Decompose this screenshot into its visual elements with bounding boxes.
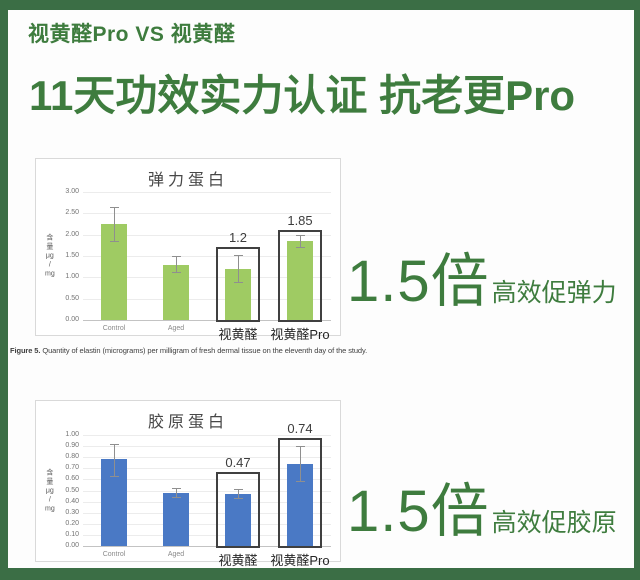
error-bar	[237, 489, 239, 499]
x-category-label: 视黄醛	[218, 553, 258, 568]
collagen-chart: 胶原蛋白 含量 μg / mg 1.00 0.90 0.80 0.70 0.60 0.50 0.4…	[35, 400, 341, 568]
error-cap-top	[171, 488, 181, 490]
y-tick-label: 0.20	[65, 519, 79, 527]
error-cap-bottom	[295, 247, 305, 249]
x-category-label: Control	[102, 551, 126, 558]
highlight-box	[278, 230, 322, 322]
error-cap-bottom	[295, 480, 305, 482]
elastin-chart: 弹力蛋白 含量 μg / mg 3.00 2.50 2.00 1.50 1.00 0.50 0.0…	[35, 158, 341, 342]
highlight-box	[278, 438, 322, 548]
error-cap-bottom	[233, 498, 243, 500]
error-bar	[299, 446, 301, 481]
error-cap-top	[295, 446, 305, 448]
content-panel: 视黄醛Pro VS 视黄醛 11天功效实力认证 抗老更Pro 弹力蛋白 含量 μg…	[8, 10, 634, 568]
error-bar	[113, 443, 115, 477]
error-cap-top	[109, 443, 119, 445]
multiplier-label: 高效促胶原	[491, 509, 617, 537]
comparison-subtitle: 视黄醛Pro VS 视黄醛	[28, 23, 236, 46]
bar-视黄醛Pro	[287, 241, 313, 320]
y-tick-label: 0.00	[65, 542, 79, 549]
multiplier-value: 1.5倍	[347, 479, 490, 544]
bar-视黄醛	[225, 493, 251, 546]
error-cap-top	[233, 489, 243, 491]
y-tick-label: 2.00	[65, 230, 79, 238]
y-tick-label: 0.10	[65, 530, 79, 538]
multiplier-value: 1.5倍	[347, 249, 490, 314]
error-cap-bottom	[171, 497, 181, 499]
data-label: 0.47	[225, 454, 251, 470]
y-tick-label: 0.80	[65, 453, 79, 461]
x-category-label: Aged	[167, 325, 185, 332]
error-bar	[175, 488, 177, 498]
error-cap-top	[109, 206, 119, 208]
y-tick-label: 0.60	[65, 475, 79, 483]
data-label: 1.2	[228, 230, 248, 246]
y-tick-label: 0.50	[65, 486, 79, 494]
y-tick-label: 0.90	[65, 442, 79, 450]
y-tick-label: 0.00	[65, 316, 79, 323]
y-tick-label: 0.40	[65, 497, 79, 505]
highlight-box	[216, 471, 260, 548]
error-bar	[175, 256, 177, 273]
gridline	[83, 298, 331, 300]
y-tick-label: 0.30	[65, 508, 79, 516]
gridline	[83, 501, 331, 503]
error-bar	[113, 206, 115, 242]
error-cap-top	[233, 255, 243, 257]
highlight-box	[216, 247, 260, 322]
gridline	[83, 192, 331, 193]
figure-caption: Figure 5. Quantity of elastin (microgram…	[10, 346, 470, 355]
error-cap-bottom	[109, 476, 119, 478]
gridline	[83, 277, 331, 279]
multiplier-label: 高效促弹力	[491, 279, 617, 307]
data-label: 0.74	[287, 421, 313, 437]
y-axis-label: 含量 μg / mg	[45, 469, 55, 512]
caption-label: Figure 5.	[10, 346, 41, 355]
gridline	[83, 534, 331, 536]
page-title: 11天功效实力认证 抗老更Pro	[29, 72, 576, 119]
x-category-label: 视黄醛Pro	[270, 553, 330, 568]
data-label: 1.85	[287, 213, 313, 229]
elastin-highlight: 1.5倍 高效促弹力	[347, 234, 617, 318]
gridline	[83, 468, 331, 470]
gridline	[83, 234, 331, 236]
gridline	[83, 446, 331, 448]
error-cap-bottom	[171, 272, 181, 274]
error-cap-top	[171, 256, 181, 257]
error-bar	[237, 255, 239, 283]
gridline	[83, 479, 331, 481]
x-category-label: Control	[102, 325, 126, 332]
gridline	[83, 435, 331, 436]
gridline	[83, 490, 331, 492]
gridline	[83, 213, 331, 215]
gridline	[83, 523, 331, 525]
gridline	[83, 512, 331, 514]
chart-title: 胶原蛋白	[147, 414, 228, 431]
y-tick-label: 0.70	[65, 464, 79, 472]
y-tick-label: 1.00	[65, 431, 79, 438]
y-tick-label: 0.50	[65, 294, 79, 302]
error-cap-bottom	[109, 241, 119, 243]
chart-title: 弹力蛋白	[147, 172, 228, 189]
bar-Aged	[163, 492, 189, 546]
error-bar	[299, 234, 301, 248]
y-tick-label: 3.00	[65, 188, 79, 195]
caption-text: Quantity of elastin (micrograms) per mil…	[40, 346, 368, 355]
y-tick-label: 2.50	[65, 209, 79, 217]
error-cap-top	[295, 234, 305, 236]
y-tick-label: 1.50	[65, 252, 79, 259]
x-category-label: Aged	[167, 551, 185, 558]
y-axis-label: 含量 μg / mg	[45, 234, 55, 278]
collagen-highlight: 1.5倍 高效促胶原	[347, 464, 617, 548]
gridline	[83, 256, 331, 257]
x-category-label: 视黄醛Pro	[270, 327, 330, 342]
x-category-label: 视黄醛	[218, 327, 258, 342]
bar-Aged	[163, 264, 189, 320]
y-tick-label: 1.00	[65, 273, 79, 281]
error-cap-bottom	[233, 282, 243, 284]
gridline	[83, 457, 331, 459]
gridline	[83, 546, 331, 547]
gridline	[83, 320, 331, 321]
